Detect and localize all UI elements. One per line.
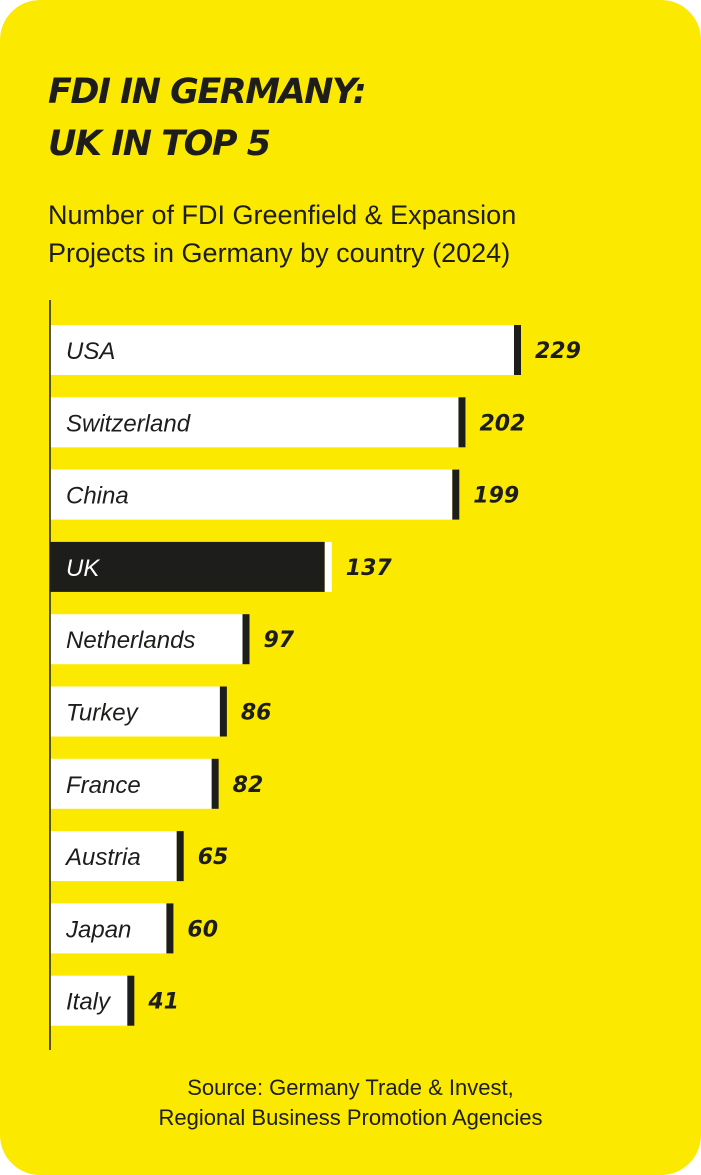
- category-label-japan: Japan: [65, 916, 131, 943]
- bar-cap-usa: [514, 325, 521, 375]
- source-note: Source: Germany Trade & Invest, Regional…: [0, 1073, 701, 1133]
- category-label-china: China: [66, 483, 129, 510]
- bar-italy: [50, 975, 128, 1026]
- value-label-france: 82: [233, 773, 264, 798]
- value-label-turkey: 86: [241, 701, 272, 726]
- category-label-austria: Austria: [64, 844, 141, 871]
- bar-turkey: [50, 686, 220, 737]
- bar-cap-turkey: [219, 686, 227, 737]
- bar-cap-netherlands: [242, 614, 250, 665]
- bar-cap-china: [452, 469, 460, 520]
- chart-subtitle: Number of FDI Greenfield & Expansion Pro…: [48, 196, 668, 272]
- bar-cap-japan: [166, 903, 174, 954]
- value-label-china: 199: [473, 484, 519, 509]
- value-label-japan: 60: [187, 917, 218, 942]
- category-label-france: France: [66, 772, 141, 799]
- source-line-2: Regional Business Promotion Agencies: [158, 1105, 543, 1130]
- category-label-netherlands: Netherlands: [66, 627, 195, 654]
- bar-netherlands: [50, 614, 243, 665]
- value-label-usa: 229: [535, 339, 581, 364]
- category-label-usa: USA: [66, 338, 115, 365]
- bar-cap-france: [211, 758, 219, 809]
- bar-france: [50, 758, 212, 809]
- category-label-uk: UK: [66, 555, 100, 582]
- bar-cap-switzerland: [458, 397, 466, 448]
- bar-japan: [50, 903, 167, 954]
- value-label-italy: 41: [147, 990, 179, 1015]
- bar-switzerland: [50, 397, 459, 448]
- chart-subtitle-line-1: Number of FDI Greenfield & Expansion: [48, 200, 517, 230]
- category-label-switzerland: Switzerland: [66, 410, 191, 437]
- bar-usa: [50, 325, 514, 375]
- bar-cap-italy: [127, 975, 135, 1026]
- bar-china: [50, 469, 453, 520]
- value-label-switzerland: 202: [479, 411, 525, 436]
- chart-subtitle-line-2: Projects in Germany by country (2024): [48, 238, 511, 268]
- chart-title-line-1: FDI IN GERMANY:: [48, 72, 367, 112]
- bar-austria: [50, 831, 177, 882]
- category-label-italy: Italy: [66, 989, 112, 1016]
- chart-title: FDI IN GERMANY: UK IN TOP 5: [48, 66, 367, 170]
- bar-uk: [50, 541, 325, 592]
- value-label-uk: 137: [346, 556, 393, 581]
- chart-title-line-2: UK IN TOP 5: [48, 124, 271, 164]
- bar-cap-uk: [324, 541, 332, 592]
- source-line-1: Source: Germany Trade & Invest,: [187, 1075, 514, 1100]
- value-label-austria: 65: [198, 845, 229, 870]
- category-label-turkey: Turkey: [66, 700, 140, 727]
- bar-cap-austria: [176, 831, 184, 882]
- value-label-netherlands: 97: [264, 628, 295, 653]
